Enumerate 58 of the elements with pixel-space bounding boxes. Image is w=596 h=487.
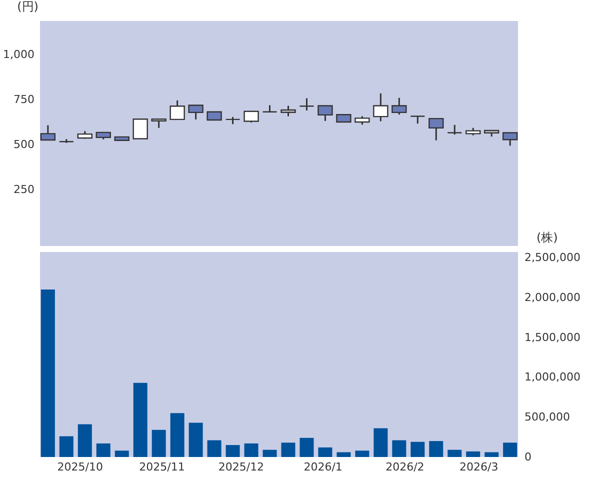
y2-tick-label: 1,000,000 [524, 370, 580, 384]
bar [281, 442, 296, 457]
x-tick-label: 2025/10 [57, 460, 103, 474]
candlestick [373, 92, 388, 122]
bar [429, 441, 444, 457]
candlestick [132, 118, 148, 140]
bar [503, 442, 518, 457]
x-tick-label: 2026/1 [304, 460, 342, 474]
y2-axis-title: (株) [536, 230, 558, 244]
bar [226, 445, 240, 457]
candlestick [188, 104, 204, 120]
candlestick [447, 124, 462, 136]
y2-tick-label: 500,000 [524, 410, 570, 424]
bar [40, 289, 55, 457]
bar [484, 452, 499, 457]
x-tick-label: 2026/2 [386, 460, 424, 474]
bar [96, 443, 110, 457]
y-tick-label: 1,000 [3, 48, 34, 61]
bar [262, 450, 277, 457]
bar [355, 450, 370, 457]
bar [188, 422, 203, 457]
bar [318, 447, 332, 457]
y-tick-label: 750 [14, 92, 34, 106]
bar [300, 438, 314, 457]
candlestick [170, 100, 185, 120]
bar [114, 450, 129, 457]
y2-tick-label: 0 [524, 450, 532, 464]
bar [392, 440, 406, 457]
candlestick [262, 104, 278, 113]
y2-tick-label: 1,500,000 [524, 330, 580, 344]
candlestick [502, 132, 518, 146]
candlestick [299, 97, 314, 112]
y-tick-label: 250 [14, 182, 34, 196]
bar [336, 452, 351, 457]
y2-tick-label: 2,000,000 [524, 290, 580, 304]
y-tick-label: 500 [14, 138, 34, 151]
bar [59, 436, 74, 457]
candlestick [392, 97, 407, 116]
y2-tick-label: 2,500,000 [524, 251, 580, 264]
bar [78, 424, 92, 457]
candlestick [280, 105, 296, 117]
bar [133, 382, 148, 457]
bar [152, 430, 166, 457]
y-axis-title: (円) [17, 0, 38, 14]
bar [410, 442, 425, 457]
x-tick-label: 2025/11 [139, 460, 185, 474]
candlestick [40, 124, 56, 142]
bar [466, 451, 480, 457]
candlestick [428, 118, 444, 142]
bar [207, 440, 222, 457]
x-tick-label: 2025/12 [218, 460, 264, 474]
bar [374, 428, 388, 457]
x-tick-label: 2026/3 [460, 460, 498, 474]
bar [170, 413, 184, 457]
bar [244, 443, 258, 457]
candlestick [244, 110, 259, 124]
candlestick [318, 105, 333, 122]
bar [448, 450, 462, 457]
